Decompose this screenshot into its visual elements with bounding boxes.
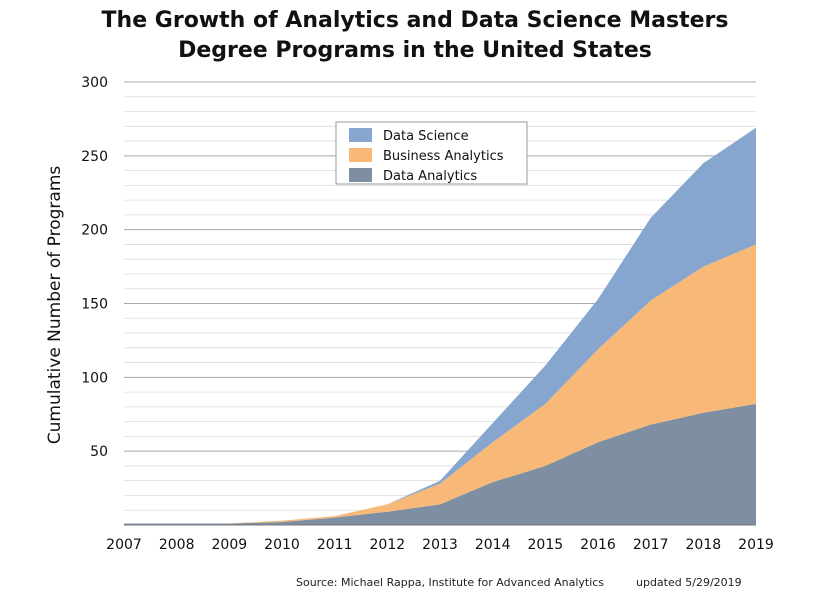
y-tick-label: 150 bbox=[81, 297, 108, 313]
y-tick-label: 50 bbox=[90, 444, 108, 460]
legend-swatch bbox=[349, 148, 372, 162]
x-tick-label: 2011 bbox=[317, 537, 353, 553]
area-business-analytics bbox=[124, 244, 756, 524]
x-tick-label: 2010 bbox=[264, 537, 300, 553]
x-tick-label: 2017 bbox=[633, 537, 669, 553]
x-tick-label: 2009 bbox=[212, 537, 248, 553]
chart-title-line-1: The Growth of Analytics and Data Science… bbox=[101, 8, 729, 33]
y-tick-label: 100 bbox=[81, 370, 108, 386]
x-tick-label: 2007 bbox=[106, 537, 142, 553]
x-tick-label: 2018 bbox=[686, 537, 722, 553]
y-tick-label: 200 bbox=[81, 223, 108, 239]
chart-title-line-2: Degree Programs in the United States bbox=[178, 38, 652, 63]
x-tick-label: 2019 bbox=[738, 537, 774, 553]
x-tick-label: 2012 bbox=[370, 537, 406, 553]
y-tick-label: 250 bbox=[81, 149, 108, 165]
legend-swatch bbox=[349, 168, 372, 182]
source-note: Source: Michael Rappa, Institute for Adv… bbox=[296, 576, 605, 589]
area-data-analytics bbox=[124, 403, 756, 525]
y-axis-label: Cumulative Number of Programs bbox=[45, 166, 65, 445]
legend-label: Data Analytics bbox=[383, 169, 477, 184]
chart-title: The Growth of Analytics and Data Science… bbox=[0, 6, 830, 66]
updated-note: updated 5/29/2019 bbox=[636, 576, 742, 589]
legend-label: Business Analytics bbox=[383, 149, 504, 164]
x-tick-label: 2015 bbox=[528, 537, 564, 553]
x-tick-label: 2008 bbox=[159, 537, 195, 553]
legend-label: Data Science bbox=[383, 129, 469, 144]
x-tick-label: 2016 bbox=[580, 537, 616, 553]
y-tick-label: 300 bbox=[81, 75, 108, 91]
x-tick-label: 2014 bbox=[475, 537, 511, 553]
legend-swatch bbox=[349, 128, 372, 142]
x-tick-label: 2013 bbox=[422, 537, 458, 553]
